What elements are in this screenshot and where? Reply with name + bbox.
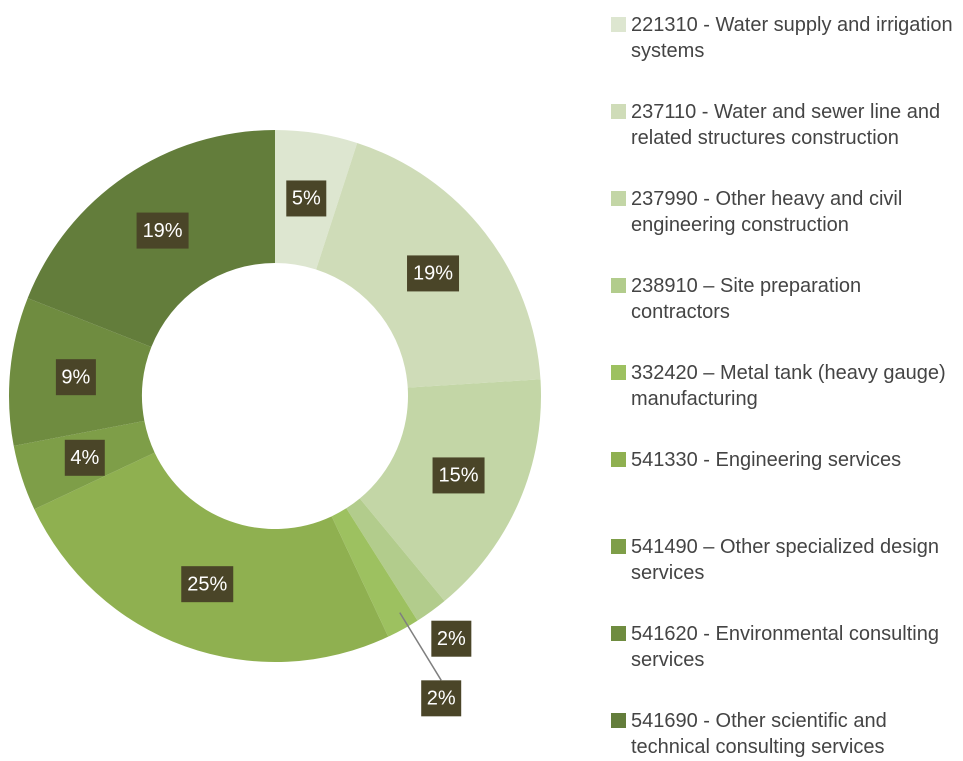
legend: 221310 - Water supply and irrigation sys… — [611, 0, 963, 761]
legend-swatch — [611, 452, 626, 467]
legend-label: 541620 - Environmental consulting servic… — [631, 623, 939, 671]
legend-entry: 221310 - Water supply and irrigation sys… — [611, 12, 963, 64]
data-label-text: 2% — [437, 628, 466, 650]
data-label-box — [432, 457, 485, 494]
legend-swatch — [611, 104, 626, 119]
data-label: 9% — [55, 359, 96, 396]
legend-entry: 237110 - Water and sewer line and relate… — [611, 99, 963, 151]
legend-entry: 541620 - Environmental consulting servic… — [611, 621, 963, 673]
data-label-text: 4% — [70, 447, 99, 469]
legend-swatch — [611, 17, 626, 32]
data-label-box — [421, 680, 462, 717]
data-label: 4% — [64, 439, 105, 476]
legend-swatch — [611, 365, 626, 380]
legend-label: 541690 - Other scientific and technical … — [631, 710, 887, 758]
donut-plot: 5% 19% 15% 2% 2% 25% 4% 9% 19% — [8, 130, 541, 717]
data-label-text: 2% — [427, 688, 456, 710]
legend-entry: 238910 – Site preparation contractors — [611, 273, 963, 325]
legend-label: 332420 – Metal tank (heavy gauge) manufa… — [631, 362, 946, 410]
legend-swatch — [611, 713, 626, 728]
data-label-text: 15% — [439, 465, 479, 487]
data-label-text: 9% — [61, 366, 90, 388]
legend-swatch — [611, 278, 626, 293]
legend-label: 541490 – Other specialized design servic… — [631, 536, 939, 584]
data-label: 19% — [407, 255, 460, 292]
legend-swatch — [611, 191, 626, 206]
donut-slice — [331, 508, 418, 637]
legend-label: 237990 - Other heavy and civil engineeri… — [631, 188, 903, 236]
data-label-box — [286, 180, 327, 217]
data-label-text: 19% — [413, 263, 453, 285]
data-label-text: 5% — [292, 188, 321, 210]
legend-swatch — [611, 539, 626, 554]
data-label-box — [55, 359, 96, 396]
legend-swatch — [611, 626, 626, 641]
data-label: 19% — [136, 212, 189, 249]
data-label: 25% — [181, 566, 234, 603]
data-label: 2% — [431, 620, 472, 657]
data-label: 5% — [286, 180, 327, 217]
data-label-box — [136, 212, 189, 249]
data-label: 15% — [432, 457, 485, 494]
legend-entry: 332420 – Metal tank (heavy gauge) manufa… — [611, 360, 963, 412]
data-label-box — [64, 439, 105, 476]
donut-slice — [34, 452, 389, 663]
legend-label: 221310 - Water supply and irrigation sys… — [631, 14, 953, 62]
legend-entry: 541690 - Other scientific and technical … — [611, 708, 963, 760]
data-label-text: 19% — [143, 220, 183, 242]
leader-line — [399, 612, 442, 681]
donut-slice — [346, 498, 445, 621]
data-label: 2% — [421, 680, 462, 717]
data-label-box — [431, 620, 472, 657]
legend-label: 238910 – Site preparation contractors — [631, 275, 862, 323]
data-label-box — [407, 255, 460, 292]
data-label-box — [181, 566, 234, 603]
legend-entry: 541330 - Engineering services — [611, 447, 963, 473]
legend-label: 541330 - Engineering services — [631, 449, 902, 471]
data-label-text: 25% — [187, 573, 227, 595]
legend-entry: 541490 – Other specialized design servic… — [611, 534, 963, 586]
legend-entry: 237990 - Other heavy and civil engineeri… — [611, 186, 963, 238]
legend-label: 237110 - Water and sewer line and relate… — [631, 101, 941, 149]
